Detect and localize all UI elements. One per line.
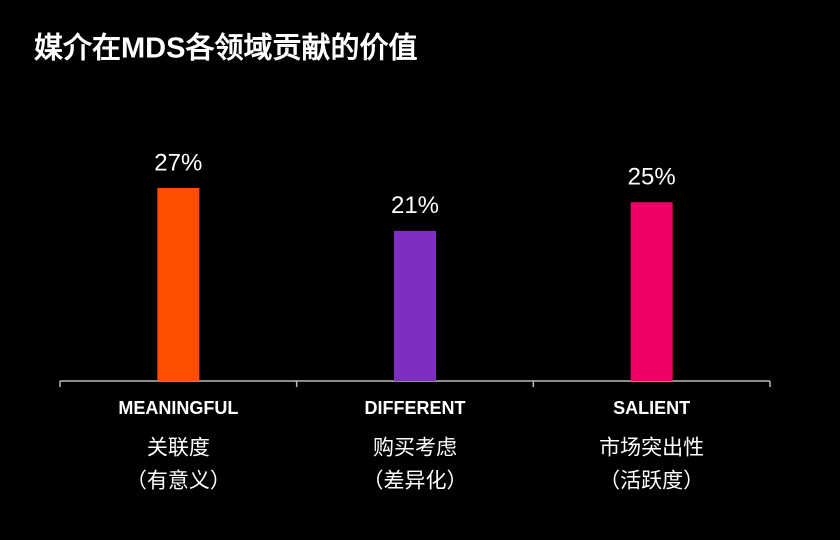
x-tick-note: （有意义）: [126, 470, 231, 493]
bar: [157, 187, 200, 381]
x-tick-note: 市场突出性: [599, 437, 704, 460]
x-tick-label: MEANINGFUL: [118, 398, 238, 418]
bar: [394, 230, 436, 381]
value-label: 21%: [391, 192, 439, 219]
x-tick-note: 关联度: [147, 437, 210, 460]
x-tick-label: SALIENT: [613, 398, 690, 418]
bar: [630, 202, 673, 381]
x-tick-label: DIFFERENT: [365, 398, 466, 418]
value-label: 27%: [154, 149, 202, 176]
chart-title: 媒介在MDS各领域贡献的价值: [34, 31, 417, 65]
value-label: 25%: [628, 164, 676, 191]
x-tick-note: 购买考虑: [373, 437, 457, 460]
x-tick-note: （活跃度）: [599, 470, 704, 493]
x-tick-note: （差异化）: [363, 470, 468, 493]
